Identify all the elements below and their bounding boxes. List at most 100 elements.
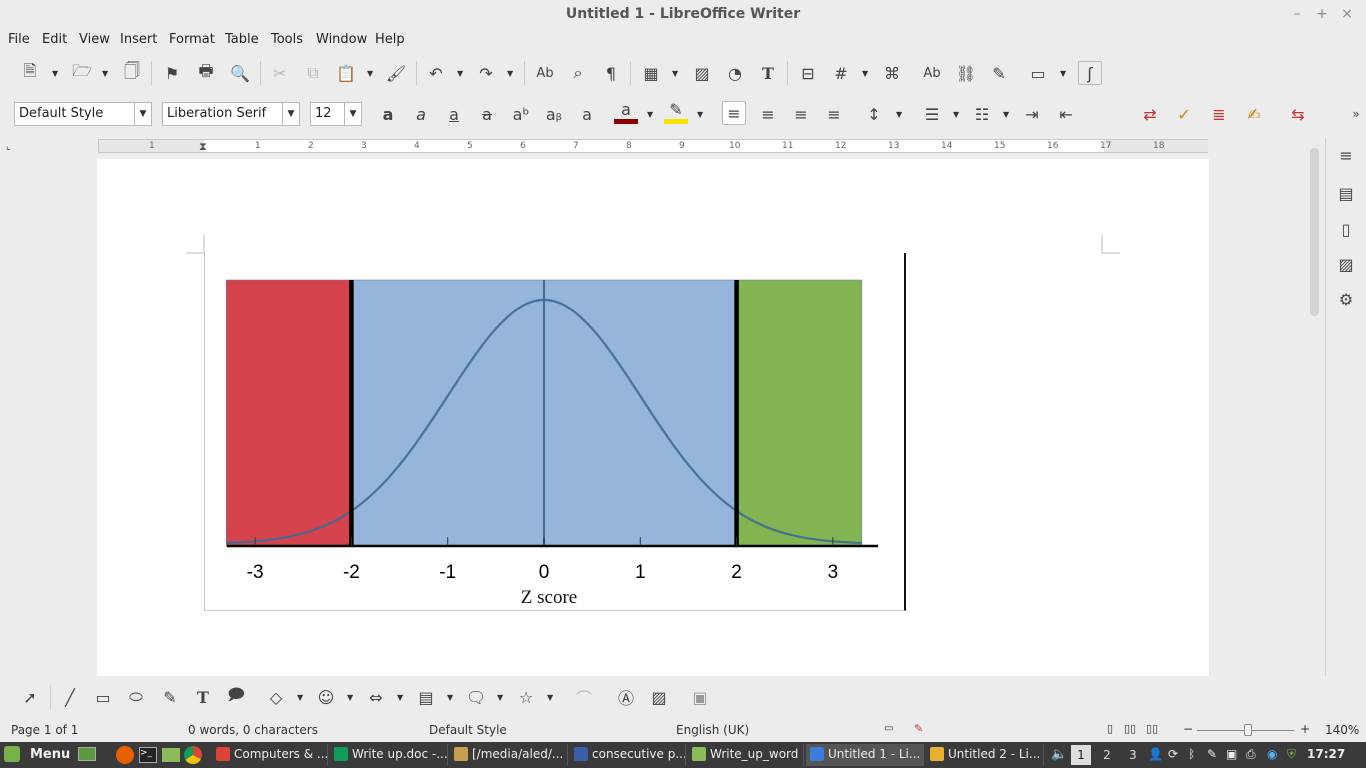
menu-table[interactable]: Table	[225, 32, 259, 47]
single-page-view-icon[interactable]: ▯	[1107, 722, 1114, 735]
chevron-down-icon[interactable]: ▼	[507, 69, 514, 78]
chevron-down-icon[interactable]: ▼	[547, 693, 554, 702]
word-count[interactable]: 0 words, 0 characters	[188, 723, 318, 737]
taskbar-window-active[interactable]: Untitled 1 - Li...	[806, 744, 924, 766]
chevron-down-icon[interactable]: ▼	[297, 693, 304, 702]
page-style[interactable]: Default Style	[429, 723, 507, 737]
insert-image-icon[interactable]: ▨	[694, 63, 710, 83]
chevron-down-icon[interactable]: ▼	[102, 69, 109, 78]
font-color-icon[interactable]: a	[614, 100, 638, 124]
shadow-icon[interactable]: a	[582, 104, 592, 124]
spelling-icon[interactable]: Ab	[536, 65, 554, 81]
shield-icon[interactable]: ⛨	[1287, 747, 1297, 761]
page-icon[interactable]: ▯	[1341, 219, 1351, 239]
indent-increase-icon[interactable]: ⇥	[1025, 104, 1039, 124]
chrome-icon[interactable]	[184, 746, 202, 764]
superscript-icon[interactable]: aᵇ	[512, 104, 530, 124]
zoom-in-icon[interactable]: +	[1300, 722, 1311, 736]
justify-icon[interactable]: ≡	[827, 104, 841, 124]
maximize-icon[interactable]: +	[1316, 6, 1328, 22]
start-menu-button[interactable]: Menu	[30, 747, 71, 762]
chevron-down-icon[interactable]: ▼	[282, 103, 299, 125]
chevron-down-icon[interactable]: ▼	[344, 103, 361, 125]
minimize-icon[interactable]: –	[1293, 6, 1301, 22]
redo-icon[interactable]: ↷	[479, 63, 493, 83]
font-size-combo[interactable]: 12 ▼	[310, 102, 362, 126]
compare-icon[interactable]: ⇆	[1291, 104, 1305, 124]
italic-icon[interactable]: a	[416, 104, 426, 124]
screenshot-icon[interactable]: ⎙	[1246, 747, 1256, 761]
book-view-icon[interactable]: ▯▯	[1146, 722, 1159, 735]
stars-icon[interactable]: ☆	[518, 687, 534, 707]
multi-page-view-icon[interactable]: ▯▯	[1124, 722, 1137, 735]
terminal-icon[interactable]: >_	[139, 747, 157, 763]
gallery-icon[interactable]: ▨	[1338, 254, 1354, 274]
paragraph-style-combo[interactable]: Default Style ▼	[14, 102, 152, 126]
chevron-down-icon[interactable]: ▼	[862, 69, 869, 78]
autocorrect-icon[interactable]: Ab	[923, 65, 941, 81]
highlight-icon[interactable]: ✎	[664, 100, 688, 124]
menu-edit[interactable]: Edit	[42, 32, 68, 47]
navigator-icon[interactable]: ⚙	[1338, 289, 1354, 309]
subscript-icon[interactable]: aᵦ	[545, 104, 563, 124]
special-character-icon[interactable]: ⌘	[884, 63, 900, 83]
chevron-down-icon[interactable]: ▼	[367, 69, 374, 78]
indent-marker-icon[interactable]: ⧗	[199, 140, 207, 153]
insert-table-icon[interactable]: ▦	[643, 63, 659, 83]
zoom-slider-thumb[interactable]	[1244, 724, 1252, 736]
comment-icon[interactable]: ✍	[1247, 104, 1261, 124]
taskbar-window[interactable]: Write_up_word	[688, 744, 804, 766]
menu-view[interactable]: View	[79, 32, 110, 47]
sidebar-menu-icon[interactable]: ≡	[1339, 145, 1353, 165]
print-preview-icon[interactable]: 🔍	[230, 63, 250, 83]
text-box-icon[interactable]: T	[762, 63, 774, 83]
more-icon[interactable]: »	[1352, 107, 1360, 121]
track-changes-icon[interactable]: ✎	[992, 63, 1006, 83]
page-count[interactable]: Page 1 of 1	[11, 723, 79, 737]
numbered-list-icon[interactable]: ☷	[974, 104, 990, 124]
underline-icon[interactable]: a	[449, 104, 459, 124]
align-center-icon[interactable]: ≡	[761, 104, 775, 124]
paste-icon[interactable]: 📋	[336, 63, 356, 83]
font-name-combo[interactable]: Liberation Serif ▼	[162, 102, 300, 126]
insert-chart-icon[interactable]: ◔	[728, 63, 742, 83]
select-arrow-icon[interactable]: ➚	[23, 687, 37, 707]
points-icon[interactable]: ⌒	[575, 689, 592, 708]
clone-formatting-icon[interactable]: 🖌	[385, 63, 407, 83]
bullet-list-icon[interactable]: ☰	[924, 104, 940, 124]
new-document-icon[interactable]: 🗎	[23, 60, 37, 80]
export-pdf-icon[interactable]: ⚑	[164, 63, 180, 83]
formatting-marks-icon[interactable]: ¶	[605, 63, 617, 83]
taskbar-window[interactable]: Computers & ...	[212, 744, 328, 766]
bluetooth-icon[interactable]: ᛒ	[1188, 747, 1196, 761]
reject-change-icon[interactable]: ≣	[1212, 104, 1226, 124]
chevron-down-icon[interactable]: ▼	[1003, 110, 1010, 119]
bold-icon[interactable]: a	[382, 104, 394, 124]
taskbar-window[interactable]: [/media/aled/...	[450, 744, 568, 766]
clock[interactable]: 17:27	[1307, 747, 1346, 761]
chevron-down-icon[interactable]: ▼	[457, 69, 464, 78]
chevron-down-icon[interactable]: ▼	[647, 110, 654, 119]
document-page[interactable]: -3 -2 -1 0 1 2 3 Z score	[97, 159, 1209, 676]
chevron-down-icon[interactable]: ▼	[397, 693, 404, 702]
ellipse-icon[interactable]: ⬭	[129, 687, 143, 706]
chevron-down-icon[interactable]: ▼	[52, 69, 59, 78]
tools-icon[interactable]: ✎	[1207, 747, 1218, 761]
find-replace-icon[interactable]: ⌕	[573, 63, 583, 82]
image-icon[interactable]: ▨	[651, 687, 667, 707]
insert-frame-icon[interactable]: ▭	[1030, 63, 1046, 83]
workspace-3[interactable]: 3	[1129, 748, 1137, 762]
update-icon[interactable]: ⟳	[1168, 747, 1179, 761]
taskbar-window[interactable]: consecutive p...	[570, 744, 686, 766]
menu-format[interactable]: Format	[169, 32, 215, 47]
menu-window[interactable]: Window	[316, 32, 368, 47]
block-arrows-icon[interactable]: ⇔	[369, 687, 383, 707]
chevron-down-icon[interactable]: ▼	[347, 693, 354, 702]
show-desktop-icon[interactable]	[78, 747, 96, 761]
scrollbar-thumb[interactable]	[1310, 148, 1319, 316]
firefox-icon[interactable]	[116, 746, 134, 764]
menu-insert[interactable]: Insert	[120, 32, 158, 47]
rectangle-icon[interactable]: ▭	[95, 687, 111, 707]
templates-icon[interactable]: 🗍	[124, 60, 140, 80]
cut-icon[interactable]: ✂	[273, 63, 287, 83]
